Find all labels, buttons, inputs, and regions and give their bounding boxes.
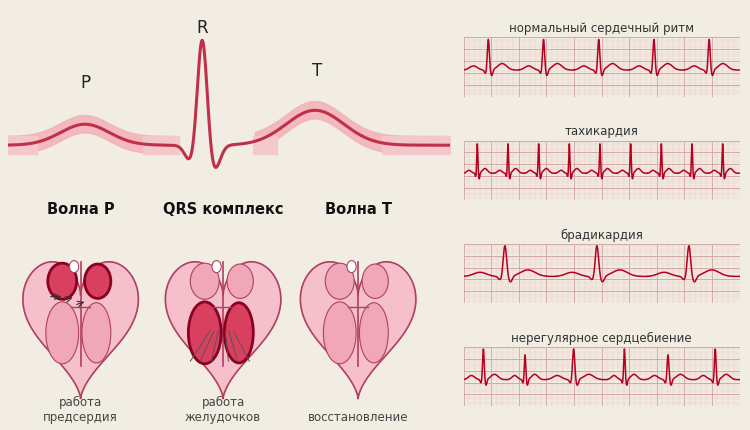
Ellipse shape [323, 302, 356, 364]
Text: работа
предсердия: работа предсердия [44, 396, 118, 424]
Text: брадикардия: брадикардия [560, 229, 643, 242]
Text: нормальный сердечный ритм: нормальный сердечный ритм [509, 22, 694, 35]
Circle shape [347, 261, 356, 273]
Text: работа
желудочков: работа желудочков [185, 396, 261, 424]
Text: QRS комплекс: QRS комплекс [163, 202, 284, 217]
Ellipse shape [46, 302, 79, 364]
Text: R: R [196, 19, 208, 37]
Text: восстановление: восстановление [308, 411, 408, 424]
Ellipse shape [48, 263, 76, 299]
Ellipse shape [362, 264, 388, 298]
Text: тахикардия: тахикардия [565, 126, 638, 138]
Ellipse shape [359, 303, 388, 363]
Text: P: P [80, 74, 90, 92]
Text: Волна P: Волна P [46, 202, 115, 217]
Circle shape [70, 261, 79, 273]
Ellipse shape [326, 263, 354, 299]
Ellipse shape [188, 302, 221, 364]
Ellipse shape [227, 264, 254, 298]
Ellipse shape [85, 264, 111, 298]
Text: T: T [312, 62, 322, 80]
Polygon shape [301, 262, 416, 399]
Ellipse shape [224, 303, 254, 363]
Ellipse shape [190, 263, 219, 299]
Circle shape [212, 261, 221, 273]
Polygon shape [23, 262, 138, 399]
Text: Волна T: Волна T [325, 202, 392, 217]
Text: нерегулярное сердцебиение: нерегулярное сердцебиение [512, 332, 692, 345]
Polygon shape [166, 262, 280, 399]
Ellipse shape [82, 303, 111, 363]
